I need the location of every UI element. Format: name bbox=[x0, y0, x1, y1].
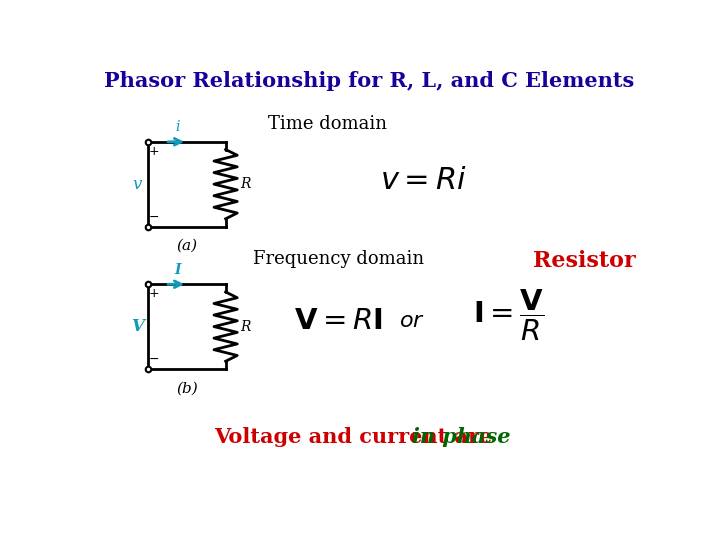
Text: V: V bbox=[131, 318, 144, 335]
Text: I: I bbox=[174, 262, 181, 276]
Text: +: + bbox=[149, 287, 160, 300]
Text: $\mathbf{I} = \dfrac{\mathbf{V}}{R}$: $\mathbf{I} = \dfrac{\mathbf{V}}{R}$ bbox=[473, 287, 544, 342]
Text: Time domain: Time domain bbox=[269, 115, 387, 133]
Text: $or$: $or$ bbox=[399, 310, 425, 332]
Text: (b): (b) bbox=[176, 381, 198, 395]
Text: Resistor: Resistor bbox=[533, 249, 636, 272]
Text: (a): (a) bbox=[176, 239, 197, 253]
Text: Phasor Relationship for R, L, and C Elements: Phasor Relationship for R, L, and C Elem… bbox=[104, 71, 634, 91]
Text: v: v bbox=[132, 176, 142, 193]
Text: −: − bbox=[149, 353, 160, 366]
Text: +: + bbox=[149, 145, 160, 158]
Text: R: R bbox=[240, 177, 251, 191]
Text: $v = Ri$: $v = Ri$ bbox=[379, 165, 467, 196]
Text: R: R bbox=[240, 320, 251, 334]
Text: i: i bbox=[176, 120, 180, 134]
Text: Voltage and current are: Voltage and current are bbox=[214, 428, 500, 448]
Text: −: − bbox=[149, 211, 160, 224]
Text: $\mathbf{V} = R\mathbf{I}$: $\mathbf{V} = R\mathbf{I}$ bbox=[294, 307, 382, 335]
Text: in phase: in phase bbox=[412, 428, 510, 448]
Text: Frequency domain: Frequency domain bbox=[253, 249, 424, 268]
